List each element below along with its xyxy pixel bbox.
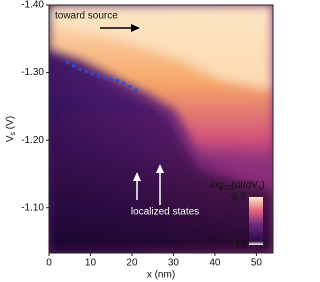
heatmap: [49, 5, 273, 253]
chart: toward source localized states log10(dI/…: [5, 0, 274, 281]
point: [72, 64, 76, 68]
point: [121, 81, 126, 86]
colorbar-tick-label: -12: [232, 240, 247, 251]
y-tick-label: -1.20: [21, 135, 44, 146]
x-tick-label: 50: [251, 258, 263, 269]
arrowhead: [131, 24, 140, 32]
arrowhead: [133, 172, 141, 181]
point: [128, 84, 132, 89]
x-tick-label: 0: [46, 258, 52, 269]
point: [134, 88, 138, 92]
y-tick-label: -1.10: [21, 202, 44, 213]
point: [90, 72, 95, 76]
y-axis-label: Vs (V): [5, 116, 17, 142]
colorbar-label: log10(dI/dVs): [210, 180, 265, 192]
colorbar-tick-label: -8.5: [229, 192, 247, 203]
point: [78, 67, 82, 71]
y-tick-label: -1.30: [21, 67, 44, 78]
point: [96, 73, 101, 78]
point: [103, 76, 107, 80]
plot-frame: [48, 4, 274, 254]
x-tick-label: 10: [85, 258, 97, 269]
point: [84, 69, 89, 74]
point: [109, 77, 114, 82]
x-tick-label: 20: [126, 258, 138, 269]
annotation: toward source: [55, 11, 118, 22]
point: [65, 60, 70, 65]
y-tick-label: -1.40: [21, 0, 44, 11]
annotation: localized states: [131, 207, 199, 218]
x-axis-label: x (nm): [147, 270, 175, 281]
annotations: toward source localized states: [55, 11, 199, 218]
x-tick-label: 40: [209, 258, 221, 269]
arrowhead: [156, 164, 164, 173]
point: [115, 78, 120, 83]
colorbar: [249, 197, 263, 245]
x-tick-label: 30: [168, 258, 180, 269]
